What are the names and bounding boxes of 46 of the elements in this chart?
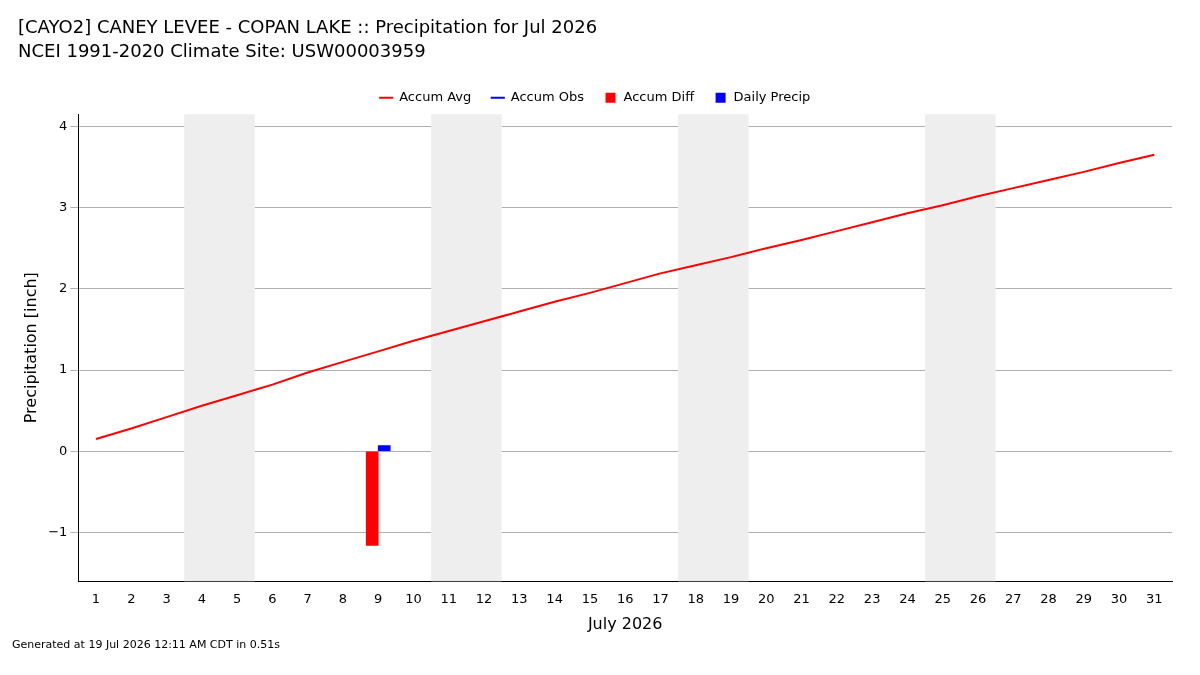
y-axis-title: Precipitation [inch] xyxy=(20,272,40,424)
x-tick-label: 23 xyxy=(863,591,881,607)
legend-label: Accum Obs xyxy=(510,89,585,105)
x-tick-label: 30 xyxy=(1110,591,1128,607)
x-axis-title: July 2026 xyxy=(586,613,663,633)
chart-title: [CAYO2] CANEY LEVEE - COPAN LAKE :: Precipitation for Jul 2026 xyxy=(18,16,598,38)
x-tick-label: 21 xyxy=(793,591,810,607)
x-tick-label: 29 xyxy=(1075,591,1093,607)
x-tick-label: 5 xyxy=(232,591,242,607)
x-tick-label: 6 xyxy=(268,591,277,607)
x-tick-label: 25 xyxy=(934,591,951,607)
x-tick-label: 13 xyxy=(511,591,528,607)
x-tick-label: 27 xyxy=(1004,591,1022,607)
x-tick-label: 19 xyxy=(722,591,740,607)
x-tick-label: 14 xyxy=(546,591,563,607)
x-tick-label: 26 xyxy=(969,591,987,607)
x-tick-label: 24 xyxy=(899,591,916,607)
x-tick-label: 11 xyxy=(440,591,458,607)
x-tick-label: 3 xyxy=(162,591,171,607)
x-tick-label: 16 xyxy=(616,591,634,607)
legend-label: Daily Precip xyxy=(733,89,811,105)
text: Generated at 19 Jul 2026 12:11 AM CDT in 0.51s xyxy=(12,638,281,651)
legend-label: Accum Diff xyxy=(623,89,696,105)
x-tick-label: 12 xyxy=(475,591,493,607)
chart-subtitle: NCEI 1991-2020 Climate Site: USW00003959 xyxy=(18,40,426,62)
x-tick-label: 7 xyxy=(303,591,312,607)
x-tick-label: 1 xyxy=(91,591,101,607)
x-tick-label: 15 xyxy=(581,591,599,607)
x-tick-label: 10 xyxy=(405,591,422,607)
x-tick-label: 2 xyxy=(127,591,136,607)
x-tick-label: 28 xyxy=(1040,591,1057,607)
x-tick-label: 9 xyxy=(374,591,383,607)
x-tick-label: 22 xyxy=(828,591,846,607)
y-tick-label: 3 xyxy=(59,198,68,214)
x-tick-label: 17 xyxy=(652,591,669,607)
x-tick-label: 31 xyxy=(1146,591,1163,607)
y-tick-label: 2 xyxy=(59,280,68,296)
x-tick-label: 4 xyxy=(197,591,206,607)
x-tick-label: 20 xyxy=(758,591,775,607)
y-tick-label: 4 xyxy=(59,117,68,133)
legend-label: Accum Avg xyxy=(399,89,472,105)
x-tick-label: 18 xyxy=(687,591,705,607)
y-tick-label: 1 xyxy=(59,361,68,377)
y-tick-label: 0 xyxy=(59,442,68,458)
x-tick-label: 8 xyxy=(338,591,348,607)
y-tick-label: −1 xyxy=(48,523,68,539)
